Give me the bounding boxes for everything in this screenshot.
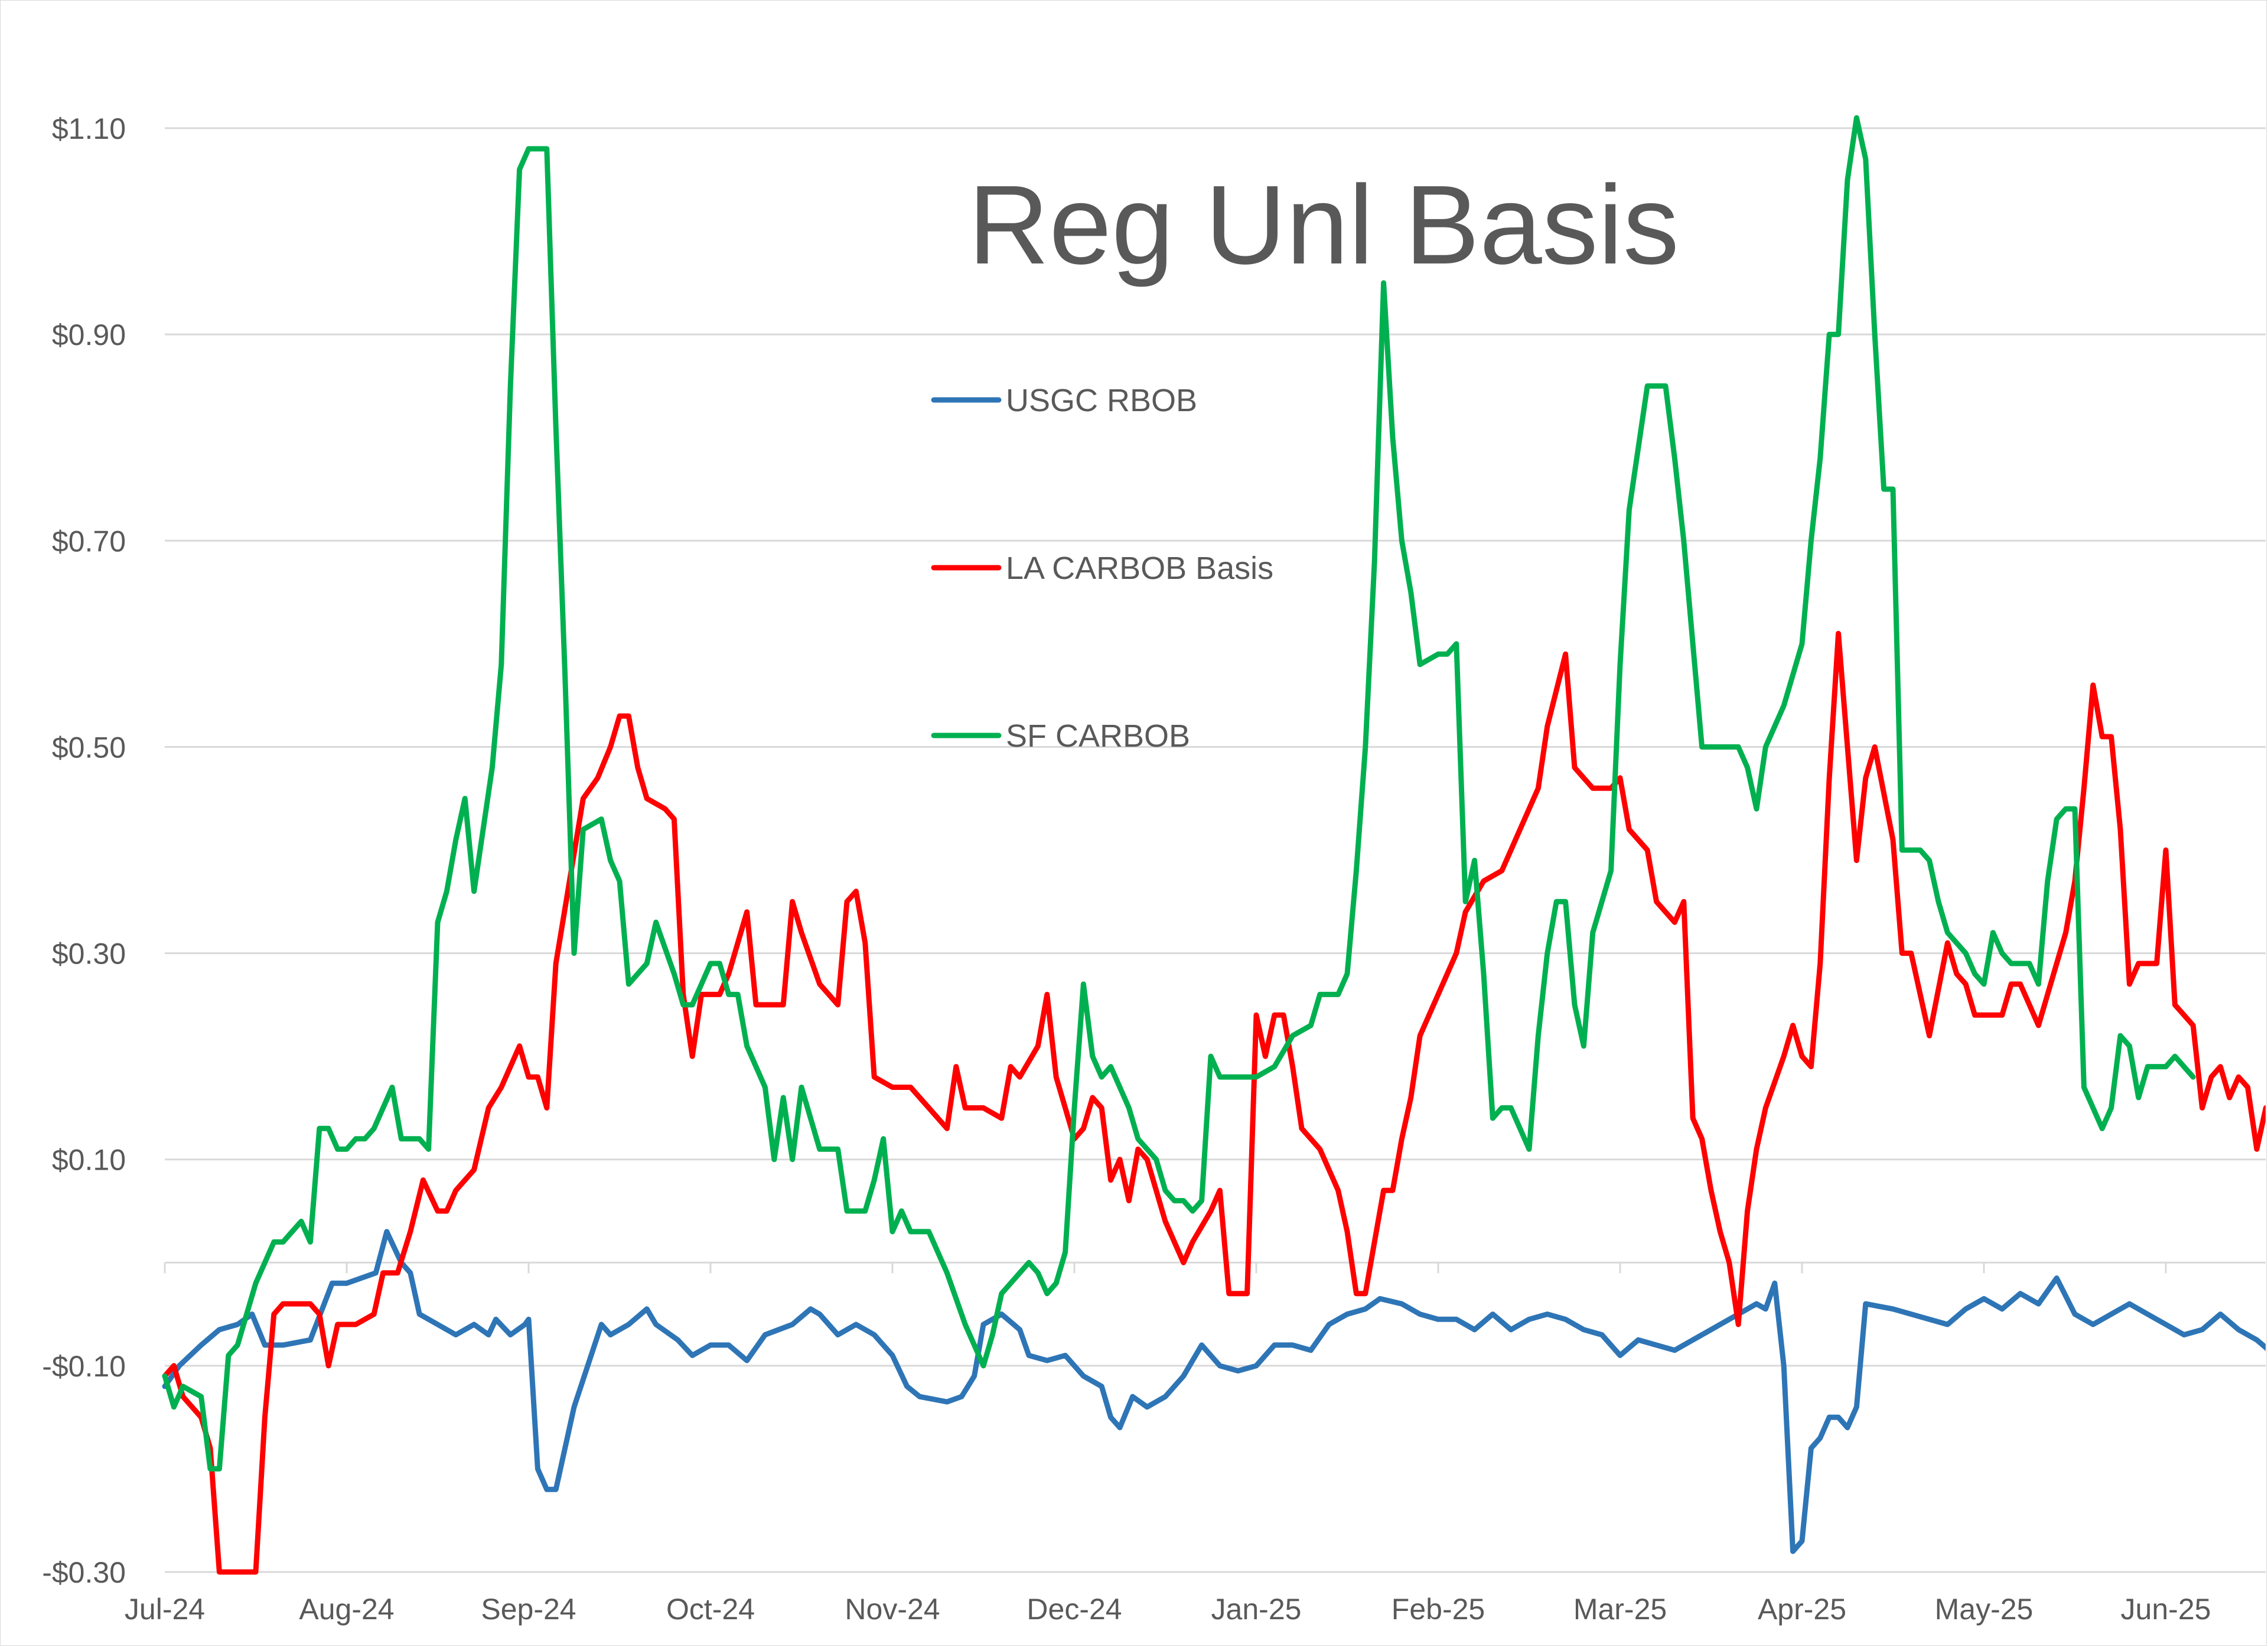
y-tick-label: $0.30 (52, 938, 126, 971)
series-line-sf-carbob (162, 115, 2196, 1472)
series-line-la-carbob-basis (162, 630, 2266, 1575)
legend-label: USGC RBOB (1006, 383, 1197, 418)
series-line-usgc-rbob (162, 1229, 2266, 1554)
x-axis: Jul-24 Aug-24 Sep-24 Oct-24 Nov-24 Dec-24 Jan-… (125, 1261, 2266, 1626)
x-tick-label: Apr-25 (1758, 1593, 1846, 1626)
chart-title: Reg Unl Basis (968, 162, 1679, 288)
x-tick-label: May-25 (1935, 1593, 2034, 1626)
y-tick-label: $0.50 (52, 731, 126, 764)
series-lines (162, 115, 2266, 1575)
x-tick-label: Aug-24 (299, 1593, 394, 1626)
y-axis-tick-labels: $1.10 $0.90 $0.70 $0.50 $0.30 $0.10 -$0.10 -$0.… (42, 112, 126, 1589)
y-tick-label: -$0.30 (42, 1556, 126, 1589)
x-tick-label: Sep-24 (481, 1593, 576, 1626)
x-tick-label: Jun-25 (2121, 1593, 2211, 1626)
x-tick-label: Mar-25 (1573, 1593, 1667, 1626)
y-tick-label: $0.70 (52, 525, 126, 558)
x-tick-label: Nov-24 (845, 1593, 940, 1626)
x-tick-label: Oct-24 (666, 1593, 755, 1626)
x-tick-label: Jan-25 (1211, 1593, 1302, 1626)
x-tick-label: Dec-24 (1027, 1593, 1122, 1626)
x-tick-label: Feb-25 (1392, 1593, 1485, 1626)
y-tick-label: $0.10 (52, 1144, 126, 1177)
y-tick-label: -$0.10 (42, 1350, 126, 1383)
y-tick-label: $1.10 (52, 112, 126, 145)
x-tick-label: Jul-24 (125, 1593, 205, 1626)
legend-label: LA CARBOB Basis (1006, 551, 1273, 586)
legend-label: SF CARBOB (1006, 718, 1190, 754)
legend: USGC RBOB LA CARBOB Basis SF CARBOB (931, 383, 1273, 754)
y-tick-label: $0.90 (52, 318, 126, 351)
